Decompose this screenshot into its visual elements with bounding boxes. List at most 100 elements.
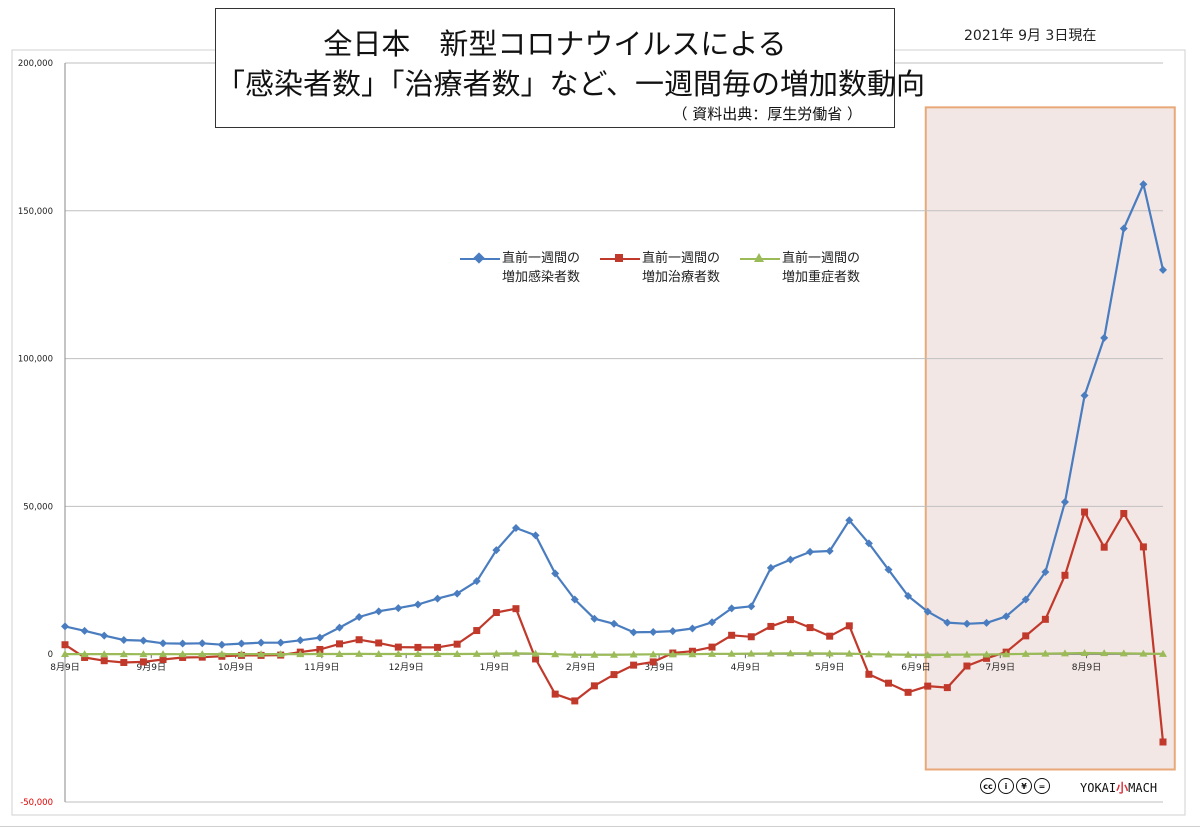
y-tick-label: -50,000: [20, 798, 53, 808]
data-point-treatment: [1081, 508, 1089, 516]
data-point-infected: [825, 547, 834, 556]
data-point-infected: [727, 604, 736, 613]
cc-icon: cc: [980, 778, 996, 794]
data-point-severe: [492, 649, 501, 657]
data-point-treatment: [630, 661, 638, 669]
data-point-severe: [178, 650, 187, 658]
x-tick-label: 11月9日: [304, 662, 339, 673]
data-point-severe: [413, 650, 422, 658]
x-tick-label: 9月9日: [137, 662, 166, 673]
data-point-severe: [551, 650, 560, 658]
data-point-treatment: [473, 627, 481, 635]
data-point-severe: [1021, 649, 1030, 657]
data-point-severe: [649, 650, 658, 658]
data-point-severe: [80, 650, 89, 658]
data-point-severe: [296, 650, 305, 658]
data-point-treatment: [983, 654, 991, 662]
x-tick-label: 4月9日: [731, 662, 760, 673]
data-point-treatment: [512, 605, 520, 613]
data-point-treatment: [571, 697, 579, 705]
data-point-infected: [276, 638, 285, 647]
data-point-infected: [1139, 180, 1148, 189]
y-tick-label: 0: [48, 650, 53, 660]
data-point-severe: [237, 650, 246, 658]
data-point-infected: [237, 639, 246, 648]
data-point-infected: [943, 618, 952, 627]
data-point-severe: [1002, 650, 1011, 658]
data-point-infected: [296, 636, 305, 645]
data-point-severe: [453, 649, 462, 657]
data-point-infected: [806, 547, 815, 556]
data-point-infected: [119, 636, 128, 645]
data-point-treatment: [1041, 615, 1049, 623]
data-point-infected: [845, 516, 854, 525]
data-point-infected: [708, 618, 717, 627]
creative-commons-badge: cc i ¥ =: [980, 778, 1050, 794]
data-point-severe: [786, 649, 795, 657]
source-note: （ 資料出典：厚生労働省 ）: [672, 105, 862, 123]
data-point-infected: [335, 623, 344, 632]
data-point-severe: [590, 650, 599, 658]
data-point-infected: [1041, 568, 1050, 577]
brand-right: MACH: [1128, 781, 1158, 795]
x-tick-label: 5月9日: [815, 662, 844, 673]
x-tick-label: 2月9日: [566, 662, 595, 673]
data-point-severe: [884, 650, 893, 658]
data-point-severe: [159, 650, 168, 658]
data-point-infected: [1159, 265, 1167, 274]
data-point-treatment: [139, 658, 147, 666]
data-point-infected: [511, 523, 520, 532]
x-tick-label: 3月9日: [644, 662, 673, 673]
data-point-treatment: [336, 640, 343, 648]
data-point-severe: [904, 650, 913, 658]
legend-item-treatment: 直前一週間の 増加治療者数: [600, 251, 720, 287]
legend-item-severe: 直前一週間の 増加重症者数: [740, 251, 860, 287]
data-point-infected: [884, 565, 893, 574]
data-point-infected: [217, 640, 226, 649]
x-tick-label: 8月9日: [50, 662, 79, 673]
data-point-severe: [394, 650, 403, 658]
data-point-infected: [413, 600, 422, 609]
chart-title-line1: 全日本 新型コロナウイルスによる: [323, 27, 787, 61]
data-point-infected: [1119, 224, 1128, 233]
data-point-infected: [139, 636, 148, 645]
data-point-infected: [355, 612, 364, 621]
y-tick-label: 100,000: [18, 355, 53, 365]
data-point-severe: [472, 649, 481, 657]
data-point-severe: [61, 650, 69, 658]
y-tick-label: 150,000: [18, 207, 53, 217]
legend-item-infected: 直前一週間の 増加感染者数: [460, 251, 580, 287]
data-point-treatment: [806, 624, 814, 632]
data-point-severe: [1119, 649, 1128, 657]
data-point-severe: [315, 650, 324, 658]
data-point-treatment: [551, 690, 559, 698]
data-point-infected: [257, 638, 266, 647]
data-point-infected: [1002, 612, 1011, 621]
data-point-severe: [355, 649, 364, 657]
data-point-infected: [433, 594, 442, 603]
data-point-infected: [551, 569, 560, 578]
brand-left: YOKAI: [1080, 781, 1117, 795]
data-point-infected: [688, 624, 697, 633]
data-point-treatment: [649, 658, 657, 666]
data-point-severe: [747, 649, 756, 657]
data-point-severe: [511, 649, 520, 657]
data-point-treatment: [590, 682, 598, 690]
data-point-treatment: [963, 662, 971, 670]
data-point-severe: [1041, 649, 1050, 657]
nc-icon: ¥: [1016, 778, 1032, 794]
data-point-treatment: [904, 688, 912, 696]
data-point-severe: [727, 649, 736, 657]
data-point-severe: [668, 650, 677, 658]
data-point-severe: [198, 650, 207, 658]
title-box: 全日本 新型コロナウイルスによる 「感染者数」「治療者数」など、一週間毎の増加数…: [215, 8, 925, 128]
data-point-severe: [864, 650, 873, 658]
data-point-severe: [374, 649, 383, 657]
data-point-treatment: [414, 643, 422, 651]
data-point-infected: [472, 577, 481, 586]
data-point-severe: [1060, 649, 1069, 657]
data-point-treatment: [1159, 738, 1167, 746]
as-of-date: 2021年 9月 3日現在: [964, 28, 1097, 44]
data-point-infected: [80, 626, 89, 635]
data-point-infected: [904, 591, 913, 600]
